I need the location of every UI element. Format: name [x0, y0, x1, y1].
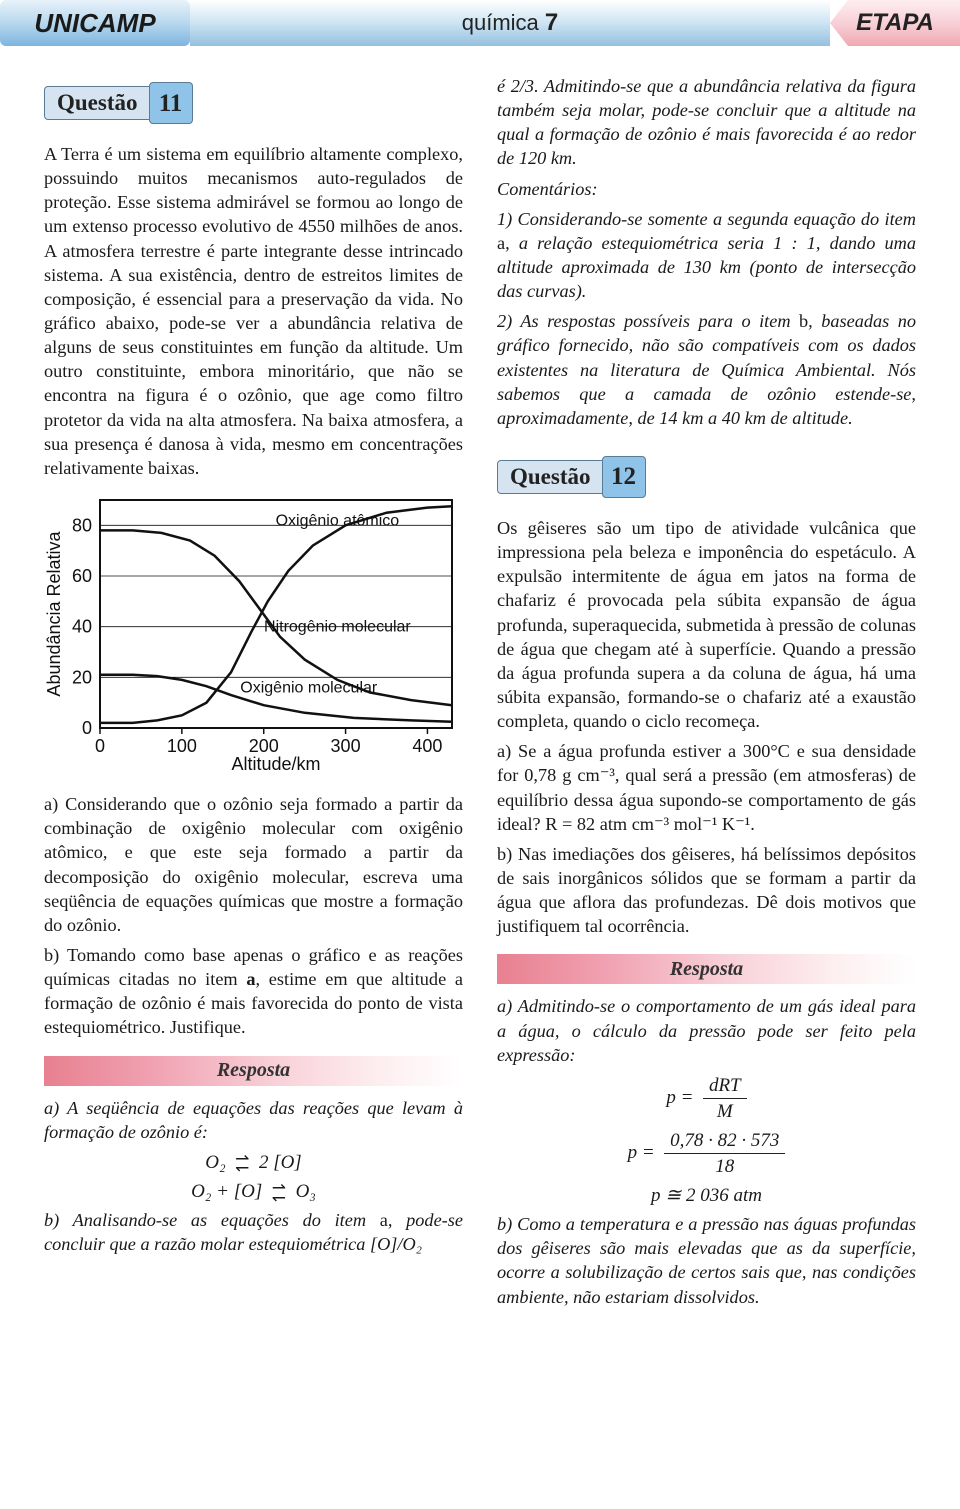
svg-text:0: 0	[95, 736, 105, 756]
svg-text:Oxigênio molecular: Oxigênio molecular	[240, 680, 378, 697]
q11-body: A Terra é um sistema em equilíbrio altam…	[44, 142, 463, 480]
svg-text:Oxigênio atômico: Oxigênio atômico	[276, 512, 400, 529]
q11-com1: 1) Considerando-se somente a segunda equ…	[497, 207, 916, 304]
abundance-chart: 0 20 40 60 80 0 100 200 300 400 Altitude/km Abundân…	[44, 492, 463, 780]
q12-eq3: p ≅ 2 036 atm	[497, 1183, 916, 1208]
chart-svg: 0 20 40 60 80 0 100 200 300 400 Altitude/km Abundân…	[44, 492, 460, 774]
q11-com2: 2) As respostas possíveis para o item b,…	[497, 309, 916, 430]
q12-resp-a-intro: a) Admitindo-se o comportamento de um gá…	[497, 994, 916, 1066]
svg-text:400: 400	[412, 736, 442, 756]
svg-text:Abundância Relativa: Abundância Relativa	[44, 530, 64, 696]
question-number: 12	[602, 456, 646, 498]
column-left: Questão 11 A Terra é um sistema em equil…	[44, 74, 463, 1315]
svg-text:40: 40	[72, 617, 92, 637]
svg-text:200: 200	[249, 736, 279, 756]
svg-text:Nitrogênio molecular: Nitrogênio molecular	[264, 619, 411, 636]
q11-comentarios-label: Comentários:	[497, 177, 916, 201]
header-left-pill: UNICAMP	[0, 0, 190, 46]
q11-part-a: a) Considerando que o ozônio seja formad…	[44, 792, 463, 937]
svg-text:300: 300	[331, 736, 361, 756]
question-number: 11	[149, 82, 193, 124]
question-11-heading: Questão 11	[44, 82, 463, 124]
question-label: Questão	[497, 460, 610, 494]
resposta-bar-2: Resposta	[497, 954, 916, 984]
question-12-heading: Questão 12	[497, 456, 916, 498]
svg-text:20: 20	[72, 667, 92, 687]
q12-part-b: b) Nas imediações dos gêiseres, há belís…	[497, 842, 916, 939]
svg-text:60: 60	[72, 566, 92, 586]
q11-resp-a-intro: a) A seqüência de equações das reações q…	[44, 1096, 463, 1144]
svg-text:0: 0	[82, 718, 92, 738]
question-label: Questão	[44, 86, 157, 120]
resposta-bar-1: Resposta	[44, 1056, 463, 1086]
svg-text:Altitude/km: Altitude/km	[231, 754, 320, 774]
q12-resp-b: b) Como a temperatura e a pressão nas ág…	[497, 1212, 916, 1309]
column-right: é 2/3. Admitindo-se que a abundância rel…	[497, 74, 916, 1315]
q12-eq2: p = 0,78 · 82 · 573 18	[497, 1128, 916, 1179]
q11-eq1: O₂ ⇀↽ 2 [O]	[44, 1150, 463, 1175]
q11-part-b: b) Tomando como base apenas o gráfico e …	[44, 943, 463, 1040]
q11-eq2: O₂ + [O] ⇀↽ O₃	[44, 1179, 463, 1204]
header-center-text: química 7	[462, 9, 559, 37]
q11-resp-b: b) Analisando-se as equações do item a, …	[44, 1208, 463, 1256]
equilibrium-arrows-icon: ⇀↽	[235, 1154, 249, 1173]
svg-text:100: 100	[167, 736, 197, 756]
header-left-text: UNICAMP	[34, 8, 155, 39]
svg-text:80: 80	[72, 515, 92, 535]
page-body: Questão 11 A Terra é um sistema em equil…	[0, 46, 960, 1315]
header-right: ETAPA	[830, 0, 960, 46]
q12-part-a: a) Se a água profunda estiver a 300°C e …	[497, 739, 916, 836]
equilibrium-arrows-icon: ⇀↽	[272, 1183, 286, 1202]
etapa-tag: ETAPA	[830, 0, 960, 46]
q12-eq1: p = dRT M	[497, 1073, 916, 1124]
q11-resp-cont: é 2/3. Admitindo-se que a abundância rel…	[497, 74, 916, 171]
q12-body: Os gêiseres são um tipo de atividade vul…	[497, 516, 916, 733]
header-center: química 7	[190, 0, 830, 46]
page-header: UNICAMP química 7 ETAPA	[0, 0, 960, 46]
